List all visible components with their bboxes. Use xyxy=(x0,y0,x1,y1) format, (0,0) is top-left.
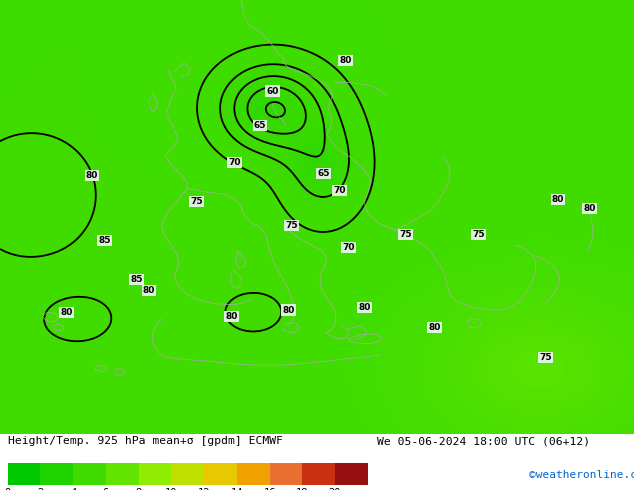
Text: 80: 80 xyxy=(583,204,596,213)
Text: 18: 18 xyxy=(296,488,309,490)
Text: 10: 10 xyxy=(165,488,178,490)
Bar xyxy=(139,463,171,486)
Text: 80: 80 xyxy=(552,195,564,204)
Bar xyxy=(302,463,335,486)
Text: 80: 80 xyxy=(358,303,371,313)
Text: 85: 85 xyxy=(130,275,143,284)
Text: 8: 8 xyxy=(136,488,141,490)
Text: 4: 4 xyxy=(70,488,76,490)
Text: 0: 0 xyxy=(4,488,11,490)
Text: 75: 75 xyxy=(190,197,203,206)
Text: 75: 75 xyxy=(285,221,298,230)
Text: 70: 70 xyxy=(333,186,346,196)
Text: 16: 16 xyxy=(263,488,276,490)
Bar xyxy=(171,463,204,486)
Bar xyxy=(335,463,368,486)
Bar xyxy=(204,463,236,486)
Text: 12: 12 xyxy=(198,488,210,490)
Text: 65: 65 xyxy=(317,169,330,178)
Text: 80: 80 xyxy=(339,56,352,65)
Bar xyxy=(8,463,41,486)
Text: 80: 80 xyxy=(428,323,441,332)
Text: 75: 75 xyxy=(399,230,412,239)
Bar xyxy=(73,463,106,486)
Text: 70: 70 xyxy=(342,243,355,252)
Text: Height/Temp. 925 hPa mean+σ [gpdm] ECMWF: Height/Temp. 925 hPa mean+σ [gpdm] ECMWF xyxy=(8,437,283,446)
Text: 65: 65 xyxy=(254,121,266,130)
Text: 75: 75 xyxy=(539,353,552,362)
Bar xyxy=(106,463,139,486)
Text: 6: 6 xyxy=(103,488,109,490)
Text: 75: 75 xyxy=(472,230,485,239)
Text: ©weatheronline.co.uk: ©weatheronline.co.uk xyxy=(529,470,634,480)
Bar xyxy=(236,463,269,486)
Bar xyxy=(269,463,302,486)
Text: 80: 80 xyxy=(225,312,238,321)
Text: 80: 80 xyxy=(60,308,73,317)
Text: 80: 80 xyxy=(86,171,98,180)
Text: 80: 80 xyxy=(282,306,295,315)
Bar xyxy=(41,463,73,486)
Text: 2: 2 xyxy=(37,488,44,490)
Text: We 05-06-2024 18:00 UTC (06+12): We 05-06-2024 18:00 UTC (06+12) xyxy=(377,437,590,446)
Text: 60: 60 xyxy=(266,87,279,96)
Text: 80: 80 xyxy=(143,286,155,295)
Text: 14: 14 xyxy=(231,488,243,490)
Text: 85: 85 xyxy=(98,236,111,245)
Text: 20: 20 xyxy=(329,488,341,490)
Text: 70: 70 xyxy=(228,158,241,167)
